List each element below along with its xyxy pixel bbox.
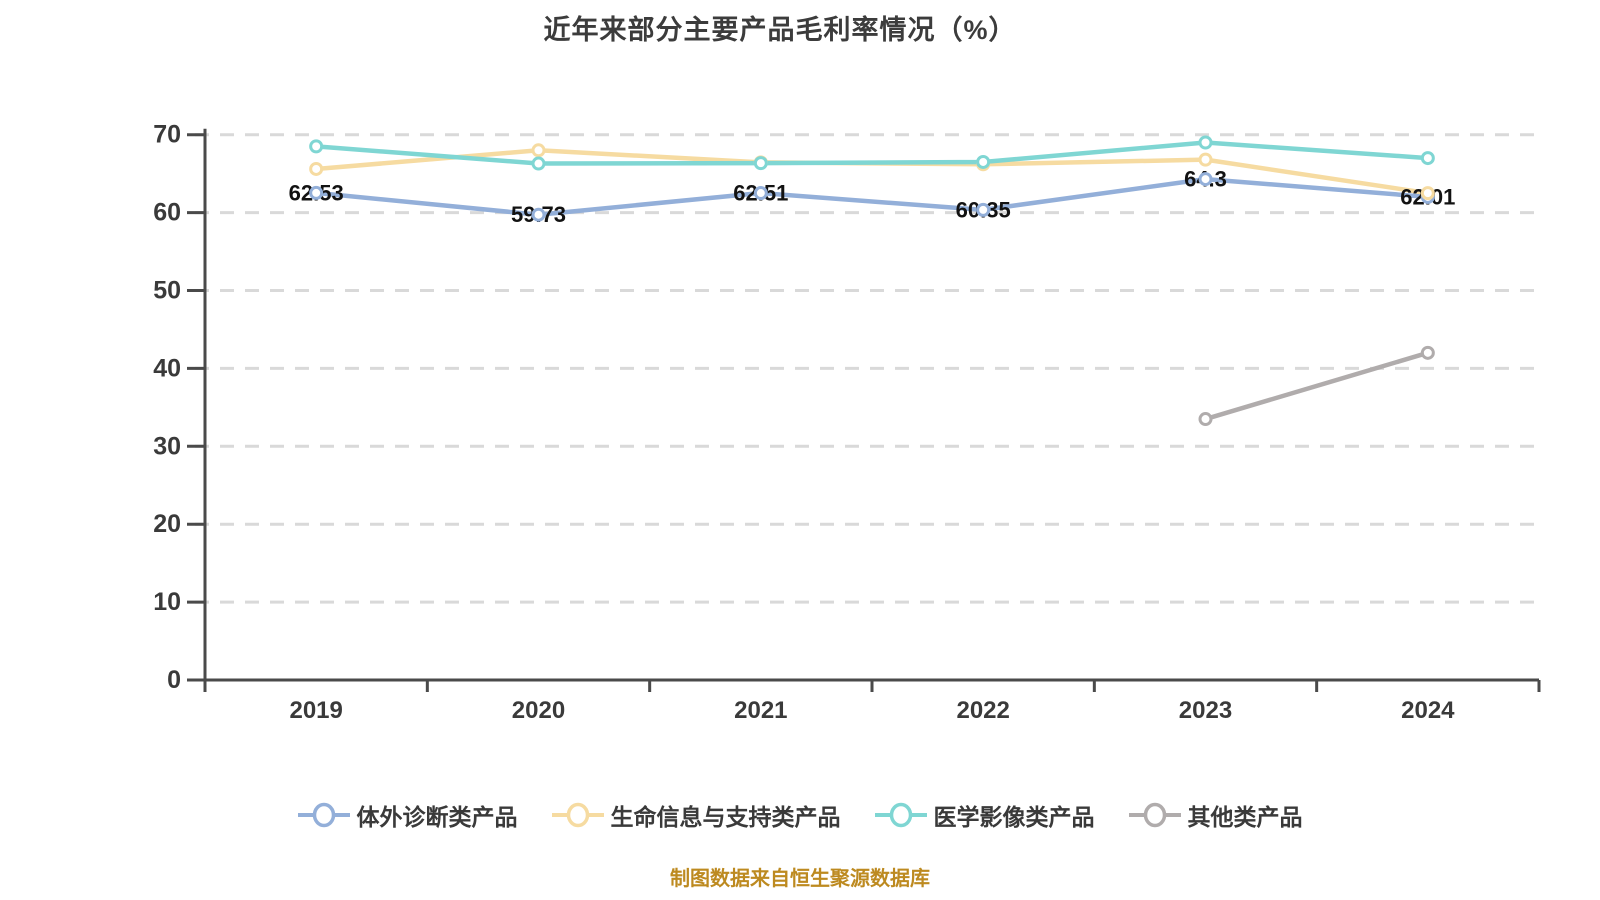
legend-item-1[interactable]: 生命信息与支持类产品: [551, 798, 841, 832]
legend-label: 生命信息与支持类产品: [610, 804, 841, 830]
data-point-marker-1: [309, 161, 324, 176]
legend: 体外诊断类产品 生命信息与支持类产品 医学影像类产品 其他类产品: [0, 798, 1600, 832]
legend-item-0[interactable]: 体外诊断类产品: [297, 798, 518, 832]
series-line-0: [313, 176, 1431, 217]
x-axis-tick-label: 2023: [1179, 697, 1232, 724]
y-axis-tick-label: 60: [153, 199, 181, 227]
source-caption: 制图数据来自恒生聚源数据库: [670, 868, 930, 890]
data-point-marker-3: [1420, 345, 1435, 360]
legend-label: 体外诊断类产品: [356, 804, 518, 830]
legend-marker-icon: [551, 802, 604, 828]
chart-title: 近年来部分主要产品毛利率情况（%）: [543, 15, 1017, 45]
data-point-marker-2: [976, 154, 991, 169]
data-point-marker-2: [753, 156, 768, 171]
y-axis-tick-label: 20: [153, 510, 181, 538]
y-axis-tick-label: 30: [153, 432, 181, 460]
x-axis-tick-label: 2019: [289, 697, 342, 724]
x-axis-tick-label: 2024: [1401, 697, 1455, 724]
data-point-marker-1: [531, 143, 546, 158]
y-axis-tick-label: 50: [153, 277, 181, 305]
data-point-marker-1: [1198, 152, 1213, 167]
data-point-marker-0: [753, 186, 768, 201]
series-line-2: [313, 140, 1431, 166]
data-point-marker-0: [309, 185, 324, 200]
data-point-marker-2: [309, 139, 324, 154]
data-point-marker-2: [1420, 151, 1435, 166]
legend-marker-icon: [874, 802, 927, 828]
y-axis-tick-label: 0: [167, 666, 181, 694]
line-chart-plot: 0102030405060702019202020212022202320246…: [153, 121, 1541, 724]
y-axis-tick-label: 10: [153, 588, 181, 616]
legend-label: 医学影像类产品: [933, 804, 1095, 830]
data-point-marker-0: [531, 207, 546, 222]
data-point-marker-1: [1420, 186, 1435, 201]
series-line-1: [313, 148, 1431, 196]
x-axis-tick-label: 2021: [734, 697, 787, 724]
data-point-marker-2: [531, 156, 546, 171]
legend-marker-icon: [297, 802, 350, 828]
series-line-3: [1203, 350, 1431, 422]
x-axis-tick-label: 2022: [956, 697, 1009, 724]
y-axis-tick-label: 70: [153, 121, 181, 149]
legend-label: 其他类产品: [1187, 804, 1303, 830]
data-point-marker-2: [1198, 135, 1213, 150]
x-axis-tick-label: 2020: [512, 697, 565, 724]
legend-item-2[interactable]: 医学影像类产品: [874, 798, 1095, 832]
data-point-marker-3: [1198, 412, 1213, 427]
y-axis-tick-label: 40: [153, 354, 181, 382]
data-point-marker-0: [976, 202, 991, 217]
data-point-marker-0: [1198, 172, 1213, 187]
legend-marker-icon: [1128, 802, 1181, 828]
legend-item-3[interactable]: 其他类产品: [1128, 798, 1303, 832]
